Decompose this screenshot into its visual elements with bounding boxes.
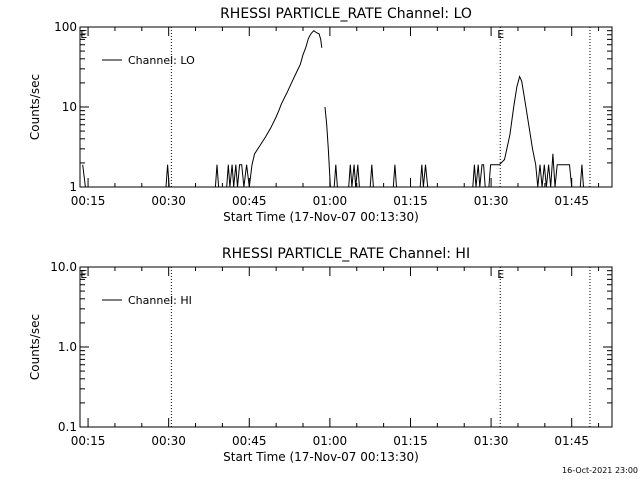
chart-1-series-line (165, 164, 170, 188)
chart-1-series-line (369, 164, 374, 188)
chart-2-x-tick-label: 00:30 (151, 434, 186, 448)
chart-1-x-tick-label: 00:15 (71, 194, 106, 208)
chart-1-series-line (579, 164, 584, 188)
chart-1-series-line (333, 164, 338, 188)
chart-1-series-line (392, 164, 397, 188)
chart-1-x-tick-label: 01:45 (554, 194, 589, 208)
chart-1-x-tick-label: 00:45 (232, 194, 267, 208)
chart-2-x-tick-label: 01:30 (474, 434, 509, 448)
chart-1-y-axis-label: Counts/sec (28, 74, 42, 140)
chart-1-y-tick-label: 100 (54, 20, 77, 34)
chart-1-event-marker: E (497, 28, 504, 41)
chart-1-x-tick-label: 01:15 (393, 194, 428, 208)
chart-1-legend-label: Channel: LO (128, 54, 195, 67)
chart-2-x-tick-label: 01:15 (393, 434, 428, 448)
chart-2-event-marker: E (80, 268, 87, 281)
chart-1-series-line (324, 106, 331, 188)
chart-1-event-marker: E (80, 28, 87, 41)
chart-2-x-tick-label: 01:00 (313, 434, 348, 448)
chart-2-y-axis-label: Counts/sec (28, 314, 42, 380)
chart-1-x-tick-label: 01:30 (474, 194, 509, 208)
chart-2-event-marker: E (497, 268, 504, 281)
chart-1-x-tick-label: 01:00 (313, 194, 348, 208)
chart-1-series-line (82, 164, 87, 188)
chart-1-x-tick-label: 00:30 (151, 194, 186, 208)
chart-2-x-tick-label: 01:45 (554, 434, 589, 448)
chart-1-series-line (226, 30, 323, 188)
chart-1-title: RHESSI PARTICLE_RATE Channel: LO (220, 6, 472, 22)
chart-2-x-axis-label: Start Time (17-Nov-07 00:13:30) (223, 450, 419, 464)
chart-2-plot-frame (79, 266, 613, 428)
chart-1-y-tick-label: 1 (69, 180, 77, 194)
chart-2-title: RHESSI PARTICLE_RATE Channel: HI (222, 246, 470, 262)
chart-2-x-tick-label: 00:45 (232, 434, 267, 448)
chart-1-y-tick-label: 10 (62, 100, 77, 114)
chart-2-y-tick-label: 0.1 (58, 420, 77, 434)
chart-2-y-tick-label: 10.0 (50, 260, 77, 274)
chart-1-x-axis-label: Start Time (17-Nov-07 00:13:30) (223, 210, 419, 224)
chart-1-plot-frame (79, 26, 613, 188)
chart-2-x-tick-label: 00:15 (71, 434, 106, 448)
chart-1-series-line (348, 164, 360, 188)
chart-2-legend-label: Channel: HI (128, 294, 192, 307)
chart-1-series-line (214, 164, 220, 188)
chart-2-y-tick-label: 1.0 (58, 340, 77, 354)
chart-1-series-line (488, 75, 573, 188)
footer-stamp: 16-Oct-2021 23:00 (562, 466, 638, 475)
chart-1-series-line (472, 164, 486, 188)
chart-1-series-line (419, 164, 429, 188)
